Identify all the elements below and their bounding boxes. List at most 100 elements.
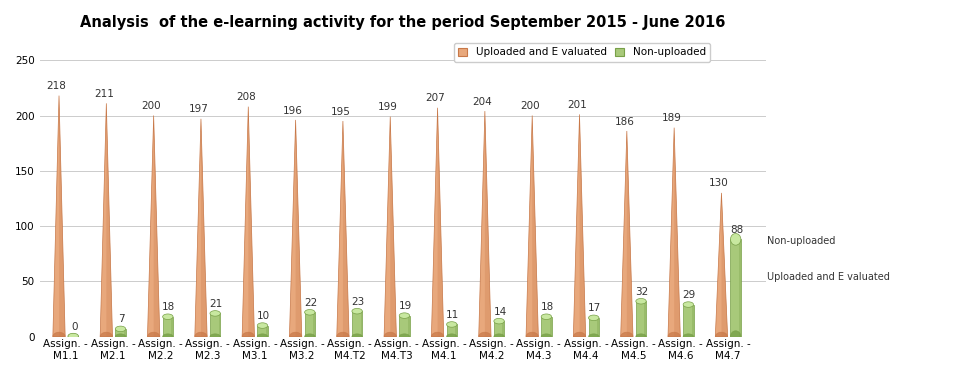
Bar [77,336,79,337]
Polygon shape [533,115,538,337]
Ellipse shape [399,313,410,318]
Bar [313,312,315,337]
Bar [266,326,267,337]
Polygon shape [627,131,633,337]
Text: 197: 197 [189,105,209,114]
Ellipse shape [148,332,160,341]
Bar [692,305,694,337]
Text: Non-uploaded: Non-uploaded [767,236,835,246]
Ellipse shape [305,334,315,340]
Text: 29: 29 [683,290,696,300]
Bar [115,329,125,337]
Ellipse shape [479,332,491,341]
Ellipse shape [541,334,552,340]
Text: 17: 17 [588,303,602,314]
Bar [352,311,362,337]
Polygon shape [194,119,207,337]
Bar [218,314,220,337]
Bar [210,314,220,337]
Ellipse shape [163,314,173,320]
Text: 7: 7 [118,314,125,324]
Bar [739,240,741,337]
Text: 88: 88 [730,225,743,235]
Text: Uploaded and E valuated: Uploaded and E valuated [767,272,890,282]
Text: 199: 199 [378,102,398,112]
Text: 211: 211 [94,89,114,99]
Text: 186: 186 [614,117,634,127]
Ellipse shape [494,318,504,324]
Text: 11: 11 [446,310,459,320]
Bar [550,317,552,337]
Bar [446,324,457,337]
Ellipse shape [588,334,599,340]
Polygon shape [153,115,160,337]
Legend: Uploaded and E valuated, Non-uploaded: Uploaded and E valuated, Non-uploaded [454,43,710,62]
Text: 19: 19 [399,301,412,311]
Polygon shape [621,131,633,337]
Ellipse shape [289,332,302,341]
Ellipse shape [384,332,397,341]
Polygon shape [337,121,349,337]
Ellipse shape [242,332,255,341]
Bar [171,317,173,337]
Bar [597,318,599,337]
Text: 32: 32 [635,287,649,297]
Polygon shape [580,114,585,337]
Ellipse shape [446,334,457,340]
Bar [163,317,173,337]
Polygon shape [242,107,255,337]
Bar [541,317,552,337]
Bar [305,312,315,337]
Bar [68,336,79,337]
Polygon shape [716,193,728,337]
Ellipse shape [621,332,633,341]
Text: 195: 195 [331,107,351,117]
Polygon shape [485,111,491,337]
Ellipse shape [101,332,112,341]
Text: 200: 200 [142,101,161,111]
Polygon shape [343,121,349,337]
Text: 22: 22 [304,298,317,308]
Text: 21: 21 [210,299,222,309]
Text: 208: 208 [236,92,256,102]
Text: 218: 218 [47,81,67,91]
Ellipse shape [541,314,552,320]
Ellipse shape [337,332,349,341]
Ellipse shape [399,334,410,340]
Ellipse shape [636,299,647,304]
Polygon shape [59,96,65,337]
Bar [636,301,647,337]
Ellipse shape [636,334,647,340]
Ellipse shape [683,302,694,307]
Bar [455,324,457,337]
Polygon shape [431,108,444,337]
Bar [494,321,504,337]
Bar [258,326,267,337]
Bar [124,329,125,337]
Ellipse shape [53,332,65,341]
Ellipse shape [68,334,79,340]
Polygon shape [526,115,538,337]
Polygon shape [479,111,491,337]
Bar [645,301,647,337]
Polygon shape [384,117,397,337]
Ellipse shape [574,332,585,341]
Ellipse shape [258,323,267,328]
Polygon shape [101,103,112,337]
Ellipse shape [352,334,362,340]
Bar [588,318,599,337]
Ellipse shape [730,233,741,245]
Ellipse shape [68,333,79,339]
Polygon shape [574,114,585,337]
Ellipse shape [352,308,362,314]
Ellipse shape [526,332,538,341]
Polygon shape [390,117,397,337]
Polygon shape [106,103,112,337]
Polygon shape [438,108,444,337]
Ellipse shape [163,334,173,340]
Ellipse shape [730,331,741,343]
Text: 18: 18 [540,302,554,312]
Bar [399,315,410,337]
Bar [683,305,694,337]
Text: 204: 204 [472,97,492,107]
